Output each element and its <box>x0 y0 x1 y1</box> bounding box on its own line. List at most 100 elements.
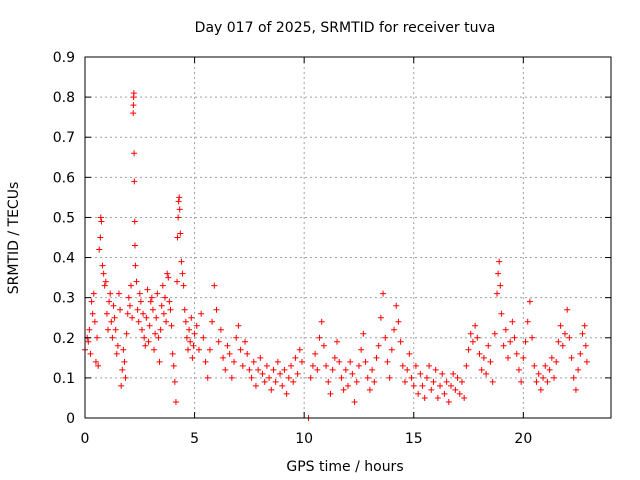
data-point <box>103 310 110 317</box>
data-point <box>564 306 571 313</box>
y-tick-label: 0.9 <box>53 50 75 66</box>
data-point <box>241 338 248 345</box>
data-point <box>437 382 444 389</box>
data-point <box>535 370 542 377</box>
data-point <box>292 354 299 361</box>
data-point <box>99 262 106 269</box>
data-point <box>143 314 150 321</box>
data-point <box>415 390 422 397</box>
data-point <box>270 366 277 373</box>
data-point <box>131 218 138 225</box>
data-point <box>472 322 479 329</box>
data-point <box>175 198 182 205</box>
data-point <box>215 338 222 345</box>
data-point <box>217 326 224 333</box>
data-point <box>268 386 275 393</box>
data-point <box>186 326 193 333</box>
data-point <box>200 334 207 341</box>
data-point <box>159 282 166 289</box>
data-point <box>175 214 182 221</box>
data-point <box>480 354 487 361</box>
data-point <box>393 302 400 309</box>
data-point <box>579 330 586 337</box>
data-point <box>164 270 171 277</box>
y-tick-label: 0.7 <box>53 130 75 146</box>
data-point <box>195 346 202 353</box>
data-point <box>494 290 501 297</box>
data-point <box>133 278 140 285</box>
data-point <box>176 194 183 201</box>
x-axis-label: GPS time / hours <box>286 459 403 475</box>
data-point <box>498 310 505 317</box>
data-point <box>360 330 367 337</box>
data-point <box>448 382 455 389</box>
data-point <box>166 298 173 305</box>
y-axis-label: SRMTID / TECUs <box>6 182 22 295</box>
data-point <box>377 314 384 321</box>
data-point <box>131 242 138 249</box>
data-point <box>454 374 461 381</box>
data-point <box>290 378 297 385</box>
x-tick-label: 0 <box>81 431 90 447</box>
data-point <box>423 374 430 381</box>
data-point <box>364 374 371 381</box>
data-point <box>172 398 179 405</box>
data-point <box>118 382 125 389</box>
data-point <box>553 358 560 365</box>
data-point <box>211 282 218 289</box>
data-point <box>338 374 345 381</box>
data-point <box>445 398 452 405</box>
data-point <box>419 382 426 389</box>
data-point <box>373 354 380 361</box>
data-point <box>94 334 101 341</box>
data-point <box>257 354 264 361</box>
data-point <box>395 318 402 325</box>
data-point <box>202 358 209 365</box>
data-point <box>382 334 389 341</box>
data-point <box>283 390 290 397</box>
data-point <box>327 390 334 397</box>
data-point <box>144 286 151 293</box>
data-point <box>513 350 520 357</box>
y-tick-label: 0.2 <box>53 331 75 347</box>
data-point <box>107 290 114 297</box>
data-point <box>134 306 141 313</box>
data-point <box>98 218 105 225</box>
data-point <box>198 310 205 317</box>
data-point <box>168 322 175 329</box>
data-point <box>296 346 303 353</box>
data-points <box>82 90 590 421</box>
data-point <box>85 338 92 345</box>
data-point <box>474 334 481 341</box>
data-point <box>529 334 536 341</box>
data-point <box>347 358 354 365</box>
data-point <box>362 358 369 365</box>
data-point <box>170 362 177 369</box>
data-point <box>430 378 437 385</box>
axis-ticks: 0 0.1 0.2 0.3 0.4 0.5 0.6 0.7 0.8 0.9 0 5 10 15 20 <box>53 50 611 447</box>
data-point <box>106 298 113 305</box>
data-point <box>157 326 164 333</box>
data-point <box>250 358 257 365</box>
data-point <box>209 318 216 325</box>
data-point <box>555 338 562 345</box>
data-point <box>518 378 525 385</box>
data-point <box>259 370 266 377</box>
data-point <box>469 338 476 345</box>
data-point <box>261 378 268 385</box>
data-point <box>487 358 494 365</box>
data-point <box>156 358 163 365</box>
data-point <box>174 234 181 241</box>
data-point <box>89 310 96 317</box>
data-point <box>542 362 549 369</box>
data-point <box>577 350 584 357</box>
data-point <box>220 354 227 361</box>
data-point <box>421 394 428 401</box>
data-point <box>509 318 516 325</box>
data-point <box>255 366 262 373</box>
data-point <box>263 362 270 369</box>
data-point <box>298 358 305 365</box>
data-point <box>274 358 281 365</box>
data-point <box>417 370 424 377</box>
data-point <box>288 362 295 369</box>
